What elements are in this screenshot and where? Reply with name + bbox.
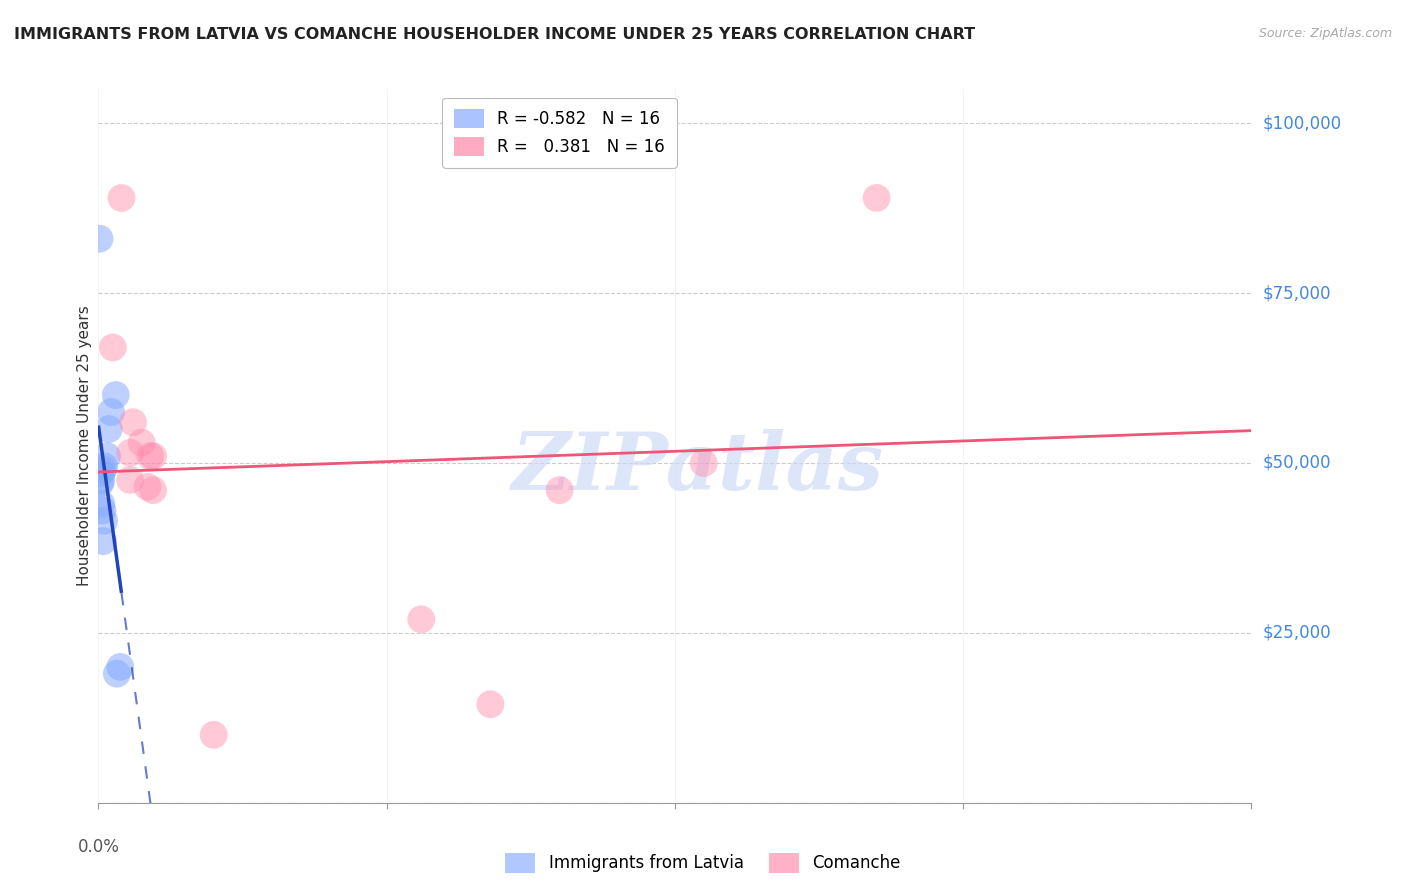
Legend: R = -0.582   N = 16, R =   0.381   N = 16: R = -0.582 N = 16, R = 0.381 N = 16 [443, 97, 676, 168]
Point [89, 232, 111, 246]
Point [97, 422, 120, 436]
Point [202, 728, 225, 742]
Text: $75,000: $75,000 [1263, 284, 1331, 302]
Point [104, 388, 127, 402]
Point [93, 514, 115, 528]
Point [91, 534, 114, 549]
Point [548, 483, 571, 498]
Point [89, 476, 111, 491]
Point [136, 480, 159, 494]
Point [142, 483, 165, 498]
Point [93, 459, 115, 474]
Point [91, 503, 114, 517]
Point [110, 191, 132, 205]
Text: 0.0%: 0.0% [77, 838, 120, 856]
Legend: Immigrants from Latvia, Comanche: Immigrants from Latvia, Comanche [499, 847, 907, 880]
Point [120, 446, 142, 460]
Point [131, 435, 153, 450]
Point [120, 473, 142, 487]
Text: $25,000: $25,000 [1263, 624, 1331, 642]
Point [101, 341, 124, 355]
Point [110, 660, 132, 674]
Point [100, 405, 122, 419]
Point [693, 456, 716, 470]
Point [411, 612, 433, 626]
Point [479, 698, 502, 712]
Text: $100,000: $100,000 [1263, 114, 1341, 132]
Point [142, 449, 165, 463]
Point [105, 666, 128, 681]
Text: IMMIGRANTS FROM LATVIA VS COMANCHE HOUSEHOLDER INCOME UNDER 25 YEARS CORRELATION: IMMIGRANTS FROM LATVIA VS COMANCHE HOUSE… [14, 27, 976, 42]
Y-axis label: Householder Income Under 25 years: Householder Income Under 25 years [77, 306, 91, 586]
Point [90, 473, 112, 487]
Point [91, 463, 114, 477]
Point [90, 497, 112, 511]
Point [866, 191, 889, 205]
Point [90, 466, 112, 480]
Point [122, 415, 145, 429]
Point [139, 449, 162, 463]
Text: $50,000: $50,000 [1263, 454, 1331, 472]
Point [96, 449, 118, 463]
Text: Source: ZipAtlas.com: Source: ZipAtlas.com [1258, 27, 1392, 40]
Text: ZIPatlas: ZIPatlas [512, 429, 884, 506]
